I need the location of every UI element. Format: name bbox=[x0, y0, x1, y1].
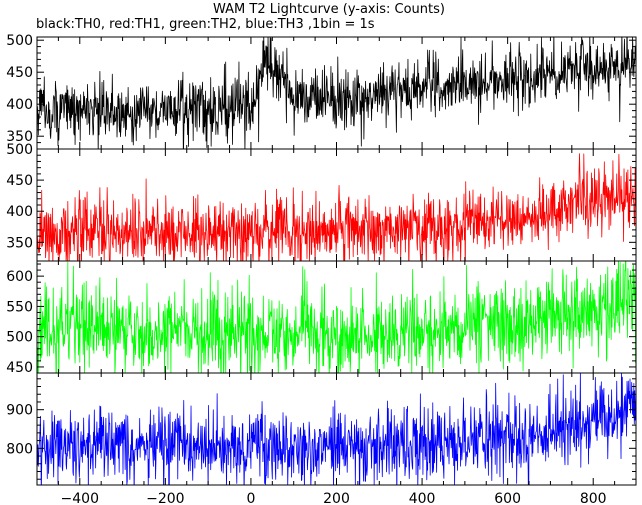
x-tick-label: 800 bbox=[580, 491, 607, 505]
chart-subtitle: black:TH0, red:TH1, green:TH2, blue:TH3 … bbox=[36, 17, 375, 32]
series-th0-line bbox=[37, 37, 636, 149]
x-tick-label: −400 bbox=[61, 491, 99, 505]
y-tick-label: 450 bbox=[6, 173, 33, 189]
y-tick-label: 450 bbox=[6, 360, 33, 376]
panel-th0: 350 400 450 500 bbox=[6, 33, 637, 150]
y-tick-label: 550 bbox=[6, 299, 33, 315]
series-th2-line bbox=[37, 261, 636, 373]
y-tick-label: 350 bbox=[6, 129, 33, 145]
x-tick-label: 600 bbox=[494, 491, 521, 505]
y-tick-label: 500 bbox=[6, 142, 33, 158]
y-tick-label: 500 bbox=[6, 330, 33, 346]
y-tick-label: 450 bbox=[6, 65, 33, 81]
y-tick-label: 400 bbox=[6, 204, 33, 220]
panel-th2: 450 500 550 600 bbox=[6, 260, 637, 376]
y-tick-label: 900 bbox=[6, 403, 33, 419]
chart-title: WAM T2 Lightcurve (y-axis: Counts) bbox=[213, 2, 445, 17]
series-th1-line bbox=[37, 153, 636, 261]
y-tick-label: 400 bbox=[6, 97, 33, 113]
x-axis: −400 −200 0 200 400 600 800 bbox=[61, 491, 607, 505]
y-tick-label: 800 bbox=[6, 441, 33, 457]
panel-th3: 800 900 bbox=[6, 372, 637, 486]
x-tick-label: −200 bbox=[146, 491, 184, 505]
x-tick-label: 0 bbox=[246, 491, 255, 505]
y-tick-label: 350 bbox=[6, 235, 33, 251]
x-tick-label: 200 bbox=[323, 491, 350, 505]
series-th3-line bbox=[37, 373, 636, 485]
x-tick-label: 400 bbox=[409, 491, 436, 505]
y-tick-label: 500 bbox=[6, 33, 33, 49]
y-tick-label: 600 bbox=[6, 269, 33, 285]
panels-group: 3504004505003504004505004505005506008009… bbox=[6, 33, 637, 486]
panel-th1: 350 400 450 500 bbox=[6, 142, 637, 262]
